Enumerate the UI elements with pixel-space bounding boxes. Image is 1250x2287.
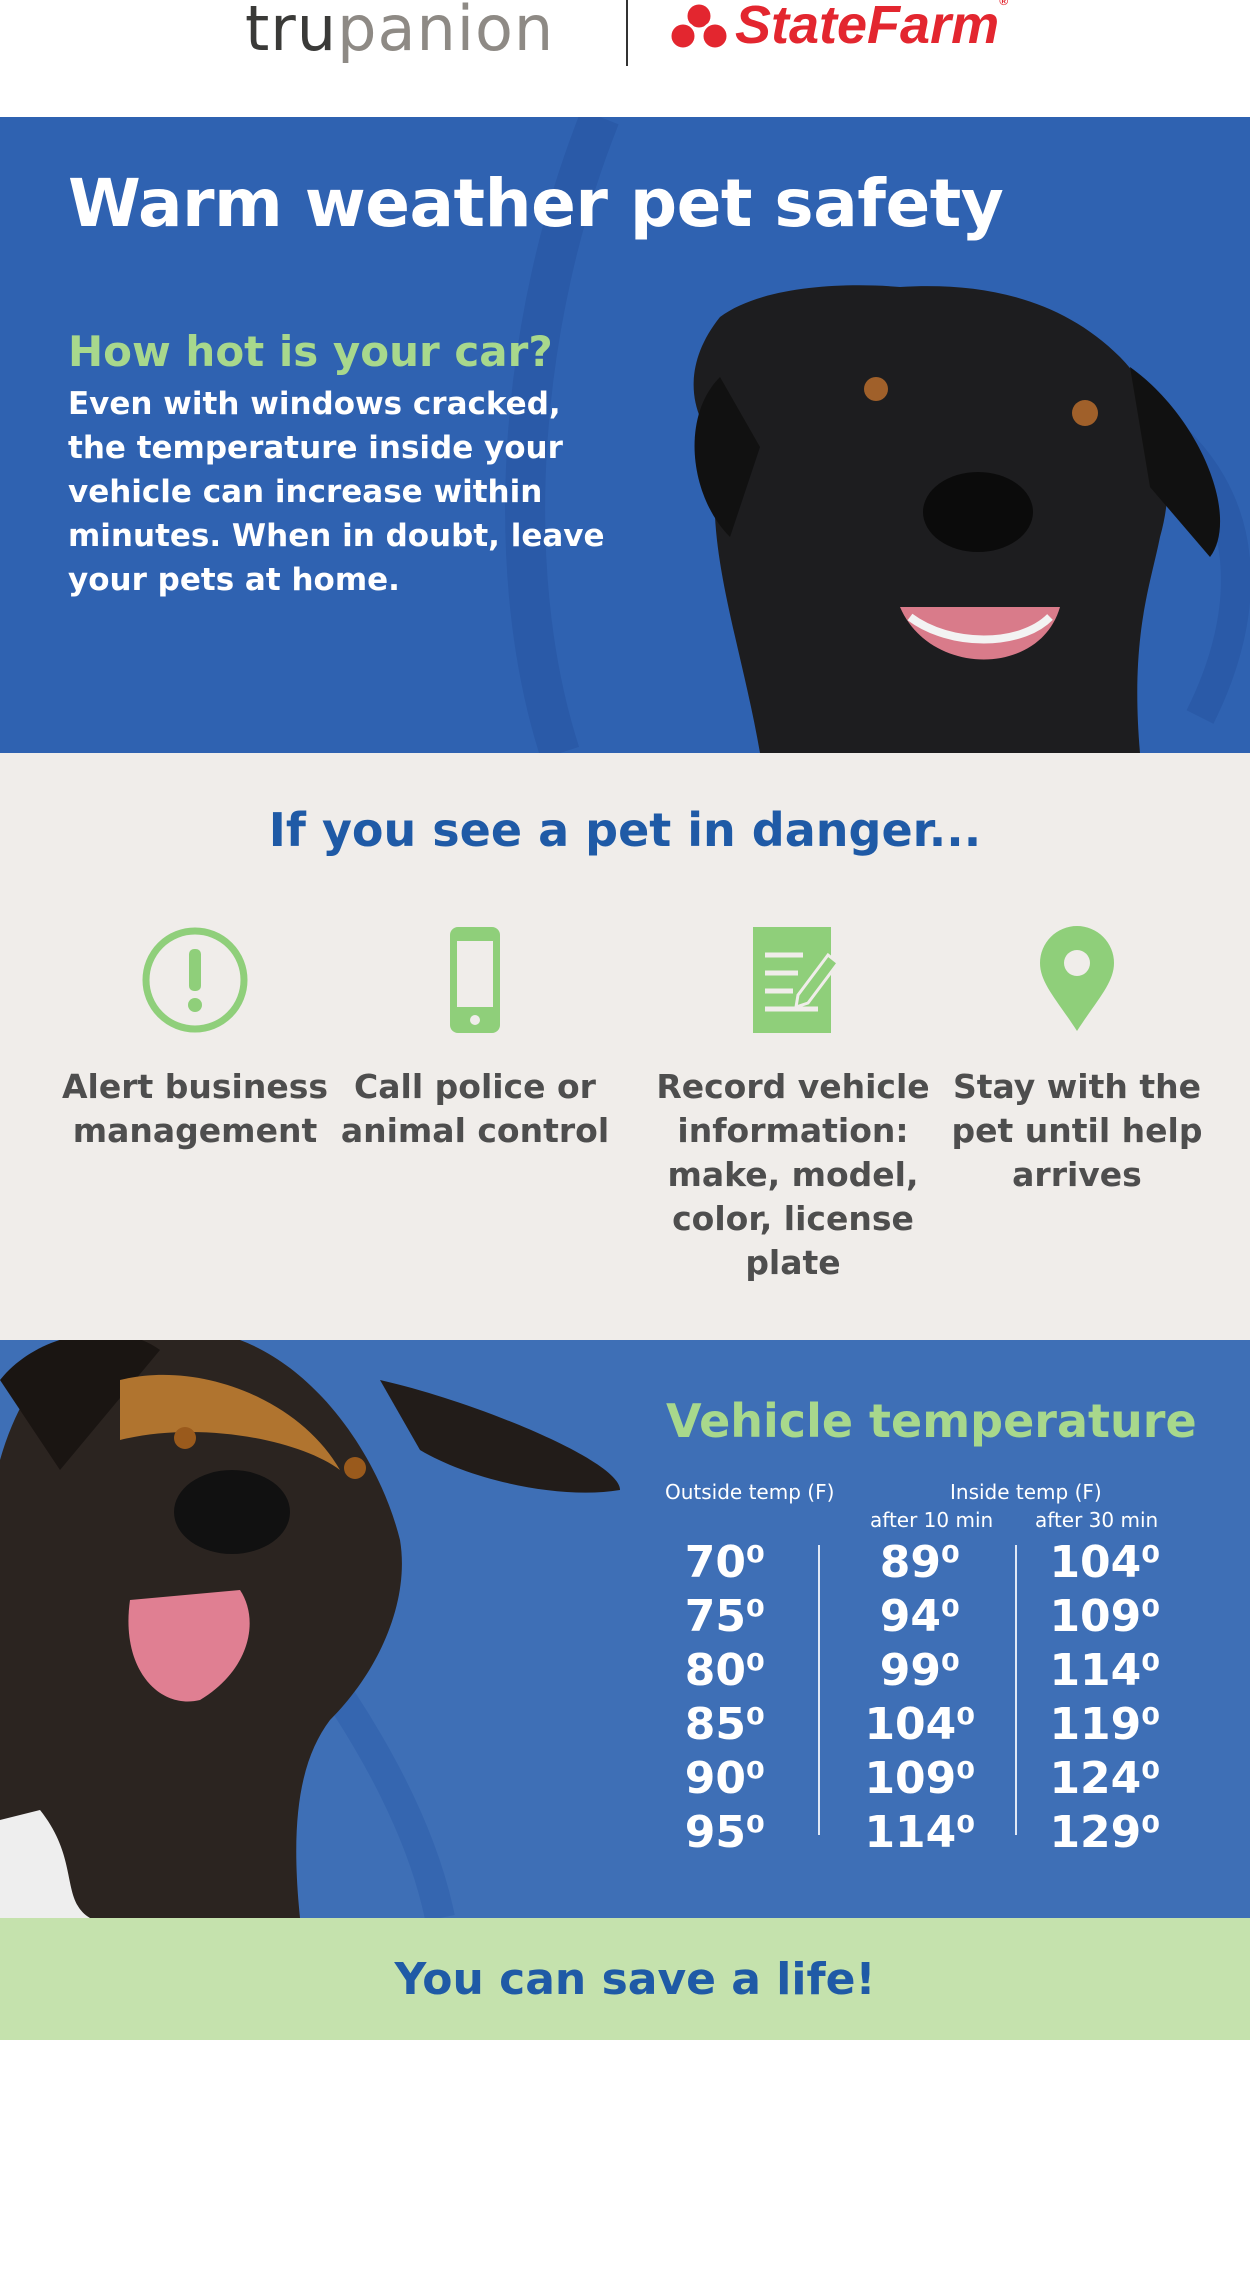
footer-banner: You can save a life! bbox=[0, 1918, 1250, 2040]
hero-body-text: Even with windows cracked, the temperatu… bbox=[68, 386, 605, 598]
table-cell: 95⁰ bbox=[684, 1807, 766, 1858]
column-divider bbox=[1015, 1545, 1017, 1835]
black-dog-photo bbox=[693, 285, 1221, 753]
table-cell: 109⁰ bbox=[864, 1753, 976, 1804]
step-alert: Alert business management bbox=[45, 925, 345, 1153]
danger-section: If you see a pet in danger... Alert busi… bbox=[0, 753, 1250, 1340]
registered-mark: ® bbox=[999, 0, 1008, 8]
step-label: Alert business management bbox=[62, 1067, 328, 1150]
hero-subtitle: How hot is your car? bbox=[68, 327, 553, 376]
table-cell: 104⁰ bbox=[1049, 1537, 1161, 1588]
table-cell: 94⁰ bbox=[879, 1591, 961, 1642]
trupanion-logo: trupanion™ bbox=[245, 0, 566, 65]
column-divider bbox=[818, 1545, 820, 1835]
after-10-column: 89⁰ 94⁰ 99⁰ 104⁰ 109⁰ 114⁰ bbox=[830, 1536, 1010, 1860]
table-cell: 89⁰ bbox=[879, 1537, 961, 1588]
outside-temp-header: Outside temp (F) bbox=[665, 1480, 835, 1504]
trademark: ™ bbox=[554, 0, 566, 5]
outside-temp-column: 70⁰ 75⁰ 80⁰ 85⁰ 90⁰ 95⁰ bbox=[635, 1536, 815, 1860]
table-cell: 109⁰ bbox=[1049, 1591, 1161, 1642]
step-stay: Stay with the pet until help arrives bbox=[927, 925, 1227, 1197]
danger-heading: If you see a pet in danger... bbox=[268, 803, 982, 857]
table-cell: 75⁰ bbox=[684, 1591, 766, 1642]
table-cell: 114⁰ bbox=[864, 1807, 976, 1858]
inside-temp-header: Inside temp (F) bbox=[950, 1480, 1102, 1504]
logo-bar: trupanion™ StateFarm® bbox=[0, 0, 1250, 117]
table-cell: 124⁰ bbox=[1049, 1753, 1161, 1804]
step-label: Record vehicle information: make, model,… bbox=[656, 1067, 930, 1282]
footer-tagline: You can save a life! bbox=[394, 1954, 876, 2005]
temperature-heading: Vehicle temperature bbox=[666, 1394, 1197, 1448]
after-10-min-header: after 10 min bbox=[870, 1508, 994, 1532]
step-label: Call police or animal control bbox=[340, 1067, 610, 1150]
step-record: Record vehicle information: make, model,… bbox=[643, 925, 943, 1285]
table-cell: 99⁰ bbox=[879, 1645, 961, 1696]
after-30-min-header: after 30 min bbox=[1035, 1508, 1159, 1532]
logo-text: StateFarm bbox=[735, 0, 1000, 55]
table-cell: 80⁰ bbox=[684, 1645, 766, 1696]
phone-icon bbox=[450, 927, 500, 1033]
statefarm-ovals-icon bbox=[668, 2, 730, 51]
after-30-column: 104⁰ 109⁰ 114⁰ 119⁰ 124⁰ 129⁰ bbox=[1015, 1536, 1195, 1860]
table-cell: 104⁰ bbox=[864, 1699, 976, 1750]
hero-background-swoosh bbox=[505, 117, 1250, 753]
step-label: Stay with the pet until help arrives bbox=[951, 1067, 1203, 1194]
location-pin-icon bbox=[1040, 926, 1114, 1031]
table-cell: 114⁰ bbox=[1049, 1645, 1161, 1696]
table-cell: 119⁰ bbox=[1049, 1699, 1161, 1750]
hound-dog-photo bbox=[0, 1340, 620, 1918]
logo-text: tru bbox=[245, 0, 338, 65]
temperature-section: Vehicle temperature Outside temp (F) Ins… bbox=[0, 1340, 1250, 1918]
hero-section: Warm weather pet safety How hot is your … bbox=[0, 117, 1250, 753]
document-icon bbox=[753, 927, 841, 1033]
table-cell: 90⁰ bbox=[684, 1753, 766, 1804]
table-cell: 70⁰ bbox=[684, 1537, 766, 1588]
step-call: Call police or animal control bbox=[325, 925, 625, 1153]
table-cell: 85⁰ bbox=[684, 1699, 766, 1750]
alert-icon bbox=[142, 927, 248, 1033]
logo-divider bbox=[626, 0, 628, 66]
table-cell: 129⁰ bbox=[1049, 1807, 1161, 1858]
logo-text: panion bbox=[337, 0, 555, 65]
page-title: Warm weather pet safety bbox=[68, 165, 1004, 242]
statefarm-logo: StateFarm® bbox=[735, 0, 1008, 56]
